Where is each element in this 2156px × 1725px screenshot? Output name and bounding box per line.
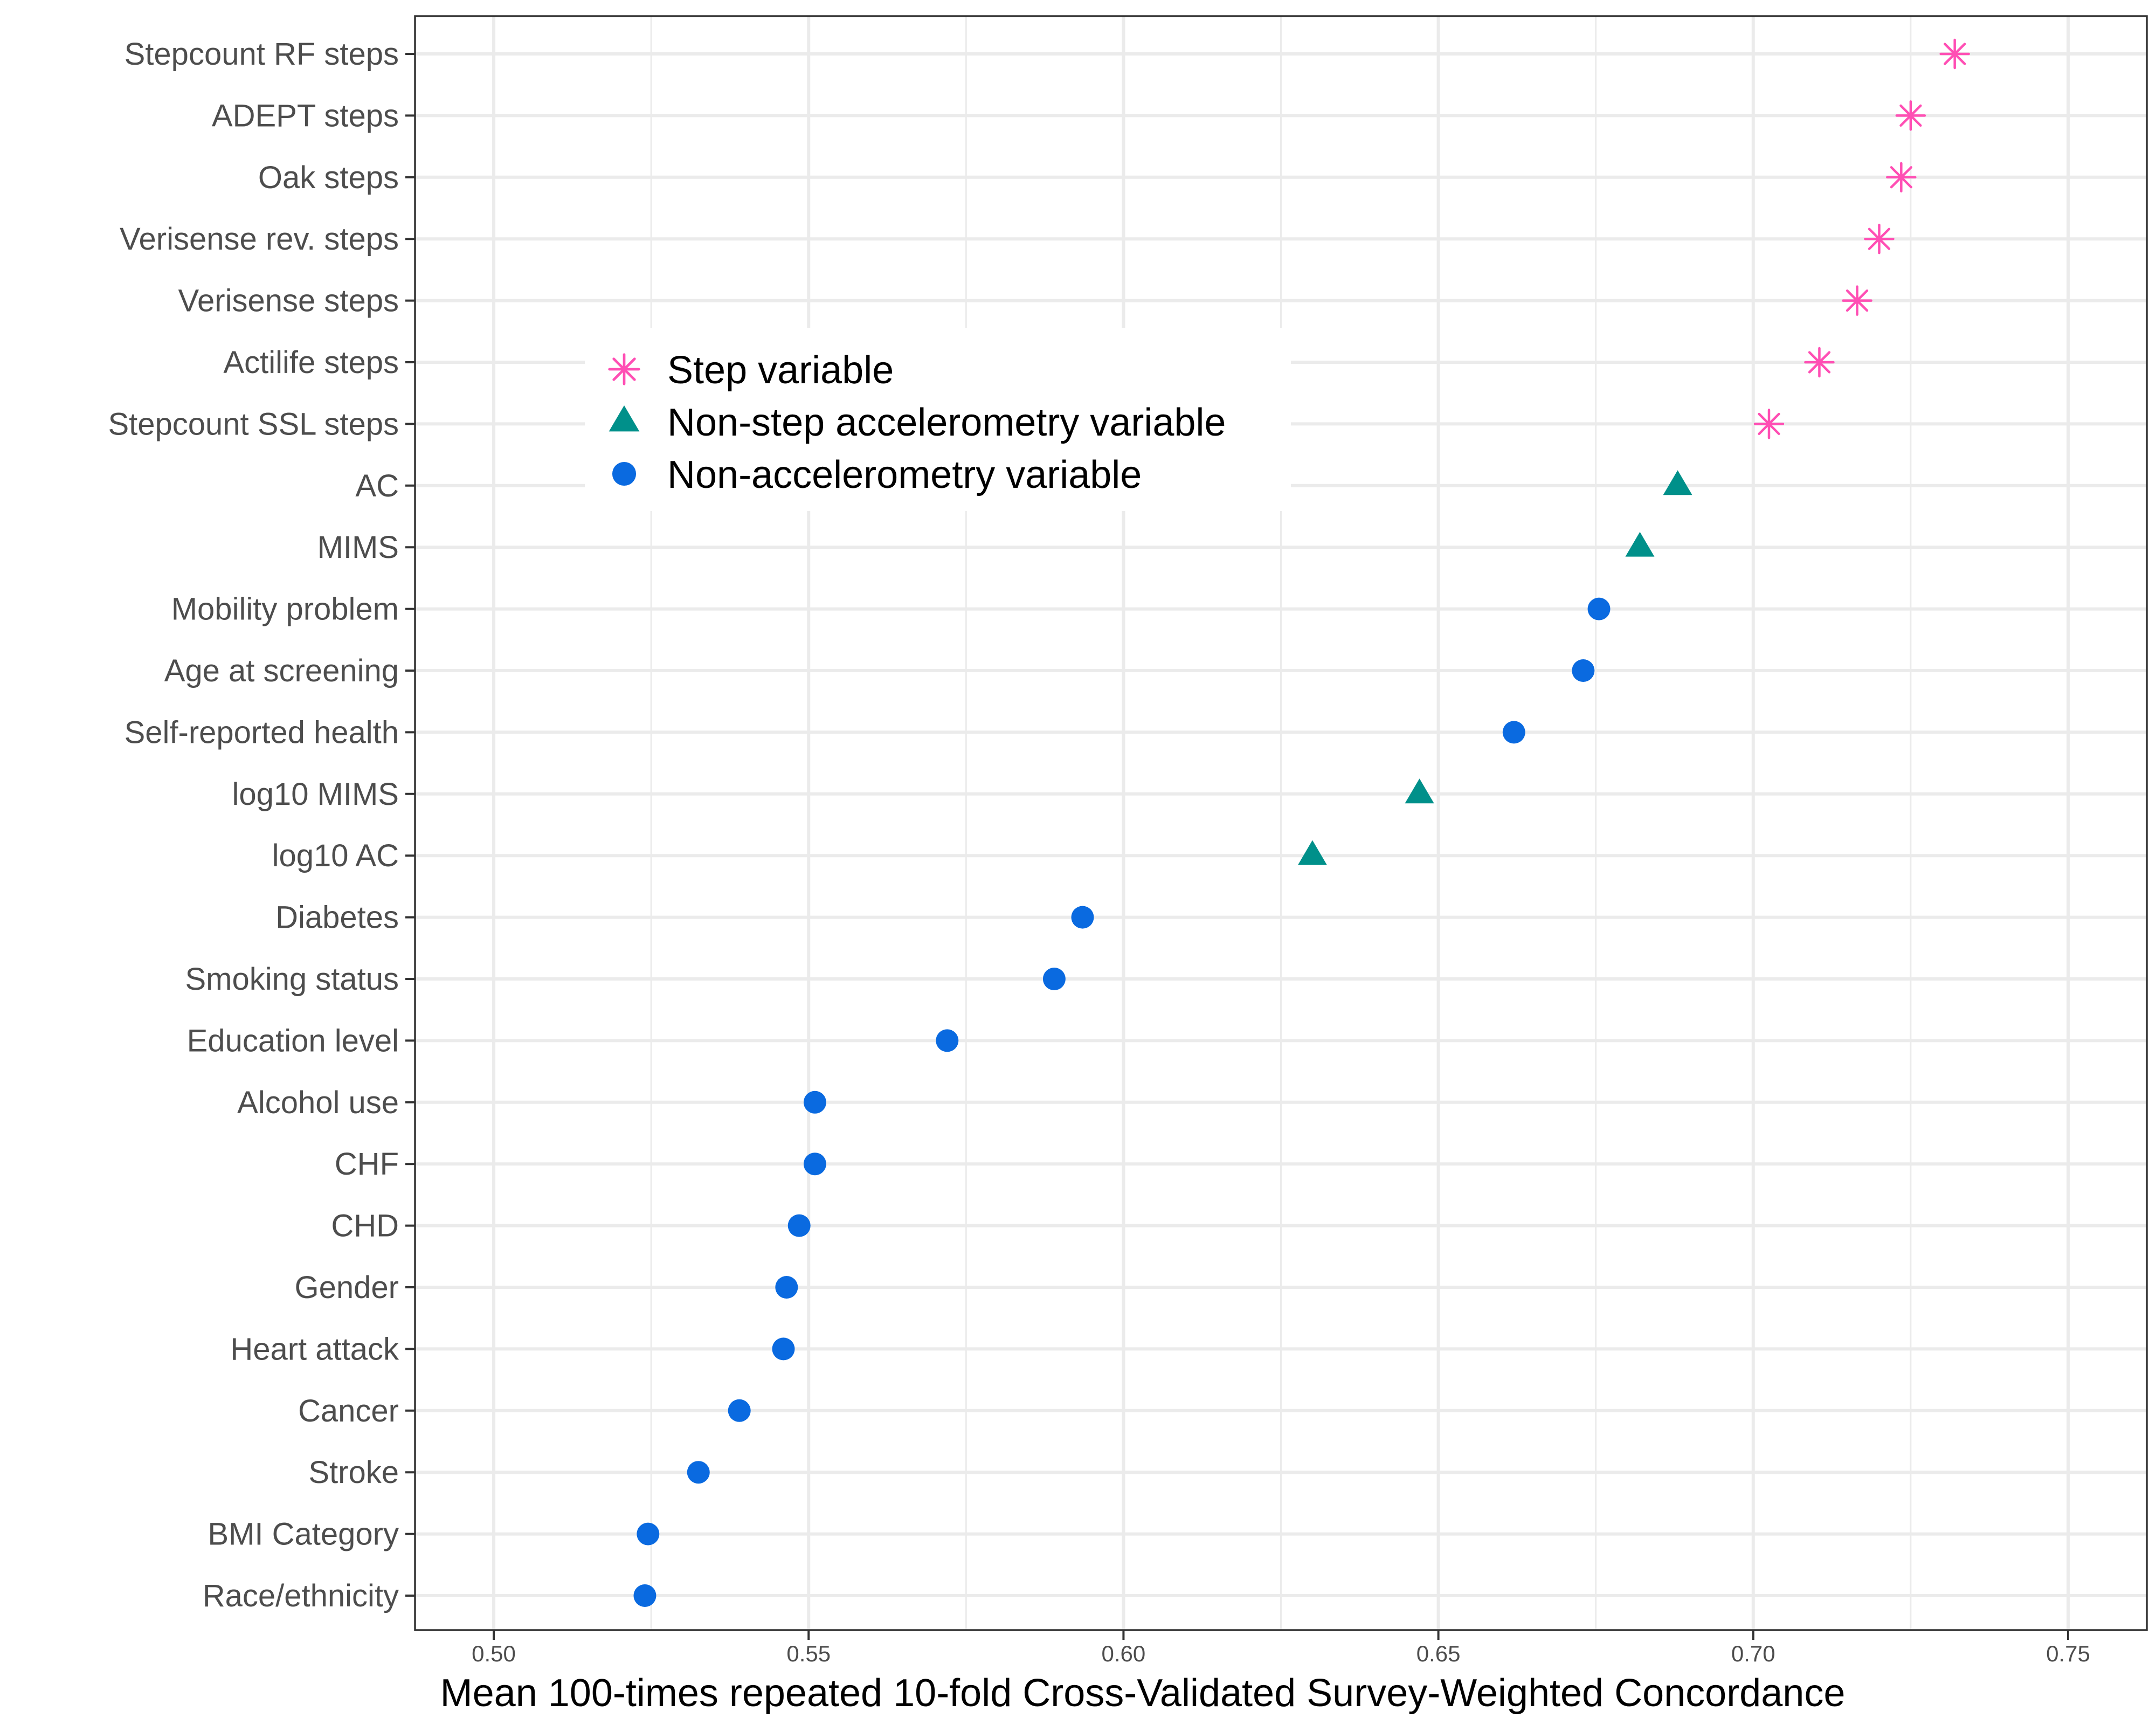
legend-background [585, 328, 1291, 511]
legend-key-step-variable [608, 353, 640, 385]
data-point-alcohol-use [803, 1091, 826, 1114]
data-point-smoking-status [1042, 968, 1066, 990]
y-tick-label: BMI Category [208, 1517, 399, 1552]
x-tick-label: 0.55 [786, 1641, 831, 1666]
y-tick-label: ADEPT steps [212, 98, 399, 133]
y-tick-label: Verisense steps [178, 284, 399, 319]
y-tick-label: Diabetes [275, 900, 399, 935]
legend-label-non-accelerometry-variable: Non-accelerometry variable [667, 453, 1142, 496]
x-tick-label: 0.60 [1102, 1641, 1146, 1666]
data-point-chf [803, 1153, 826, 1176]
y-tick-label: Mobility problem [171, 592, 399, 627]
y-tick-label: Stepcount SSL steps [108, 406, 399, 441]
y-tick-label: Oak steps [258, 160, 399, 195]
y-tick-label: Verisense rev. steps [120, 222, 399, 257]
data-point-log10-ac [1297, 840, 1327, 865]
data-point-heart-attack [772, 1337, 795, 1361]
y-tick-label: AC [355, 468, 399, 503]
data-point-stepcount-rf-steps [1939, 38, 1970, 70]
plot-panel-border [414, 15, 2148, 1631]
data-point-age-at-screening [1572, 659, 1595, 682]
y-tick-label: log10 AC [272, 838, 399, 873]
y-tick-label: CHD [331, 1209, 399, 1244]
x-tick-label: 0.75 [2046, 1641, 2090, 1666]
data-point-race-ethnicity [633, 1584, 657, 1607]
y-tick-label: Education level [187, 1023, 399, 1058]
data-point-chd [787, 1214, 811, 1237]
data-point-actilife-steps [1804, 347, 1835, 378]
y-tick-label: Smoking status [185, 962, 399, 997]
data-point-cancer [728, 1399, 751, 1422]
legend-key-non-accelerometry-variable [612, 461, 637, 486]
data-point-oak-steps [1886, 162, 1917, 193]
grid [415, 16, 2147, 1630]
data-point-adept-steps [1895, 100, 1926, 131]
data-point-diabetes [1071, 906, 1094, 929]
x-tick-label: 0.70 [1731, 1641, 1775, 1666]
y-tick-label: Cancer [298, 1393, 399, 1429]
x-tick-label: 0.65 [1416, 1641, 1461, 1666]
y-tick-label: Alcohol use [237, 1085, 399, 1120]
legend-label-step-variable: Step variable [667, 349, 894, 392]
x-tick-label: 0.50 [472, 1641, 516, 1666]
y-tick-label: Stroke [308, 1455, 399, 1490]
y-tick-label: Actilife steps [223, 345, 399, 380]
data-point-education-level [936, 1029, 959, 1052]
y-tick-label: Age at screening [164, 653, 399, 688]
y-tick-label: MIMS [317, 530, 399, 565]
x-axis-title: Mean 100-times repeated 10-fold Cross-Va… [440, 1672, 1846, 1715]
data-point-stepcount-ssl-steps [1753, 409, 1785, 439]
y-tick-label: Stepcount RF steps [125, 37, 399, 72]
y-axis-labels: Stepcount RF steps ADEPT steps Oak steps Ve… [108, 37, 415, 1613]
y-tick-label: Gender [295, 1270, 399, 1305]
y-tick-label: Self-reported health [125, 715, 399, 750]
data-point-log10-mims [1405, 778, 1434, 804]
y-tick-label: Race/ethnicity [203, 1578, 399, 1613]
data-point-bmi-category [637, 1522, 660, 1545]
y-tick-label: Heart attack [230, 1331, 399, 1367]
data-points [633, 38, 1970, 1607]
data-point-stroke [687, 1461, 710, 1484]
data-point-verisense-rev-steps [1864, 223, 1895, 254]
data-point-self-reported-health [1502, 721, 1525, 744]
data-point-mobility-problem [1587, 597, 1611, 620]
data-point-gender [775, 1276, 798, 1299]
legend-key-non-step-accelerometry-variable [609, 405, 640, 432]
x-axis-ticks: 0.50 0.55 0.60 0.65 0.70 0.75 [472, 1630, 2090, 1666]
y-tick-label: CHF [335, 1147, 399, 1182]
data-point-mims [1625, 532, 1655, 557]
legend-label-non-step-accelerometry-variable: Non-step accelerometry variable [667, 401, 1226, 444]
data-point-verisense-steps [1842, 285, 1872, 316]
legend: Step variable Non-step accelerometry vari… [585, 328, 1291, 511]
y-tick-label: log10 MIMS [232, 777, 399, 812]
data-point-ac [1663, 470, 1692, 495]
